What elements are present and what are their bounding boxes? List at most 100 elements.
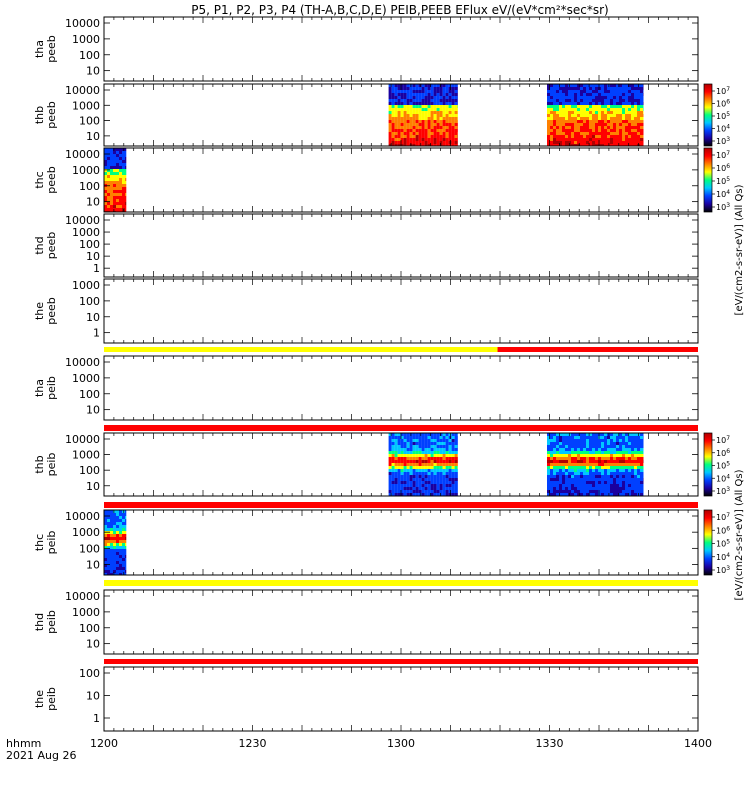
spectrogram-cell <box>634 138 637 141</box>
spectrogram-cell <box>628 442 631 445</box>
spectrogram-cell <box>110 540 113 543</box>
spectrogram-cell <box>391 460 395 463</box>
panel-label-product: peib <box>45 610 58 634</box>
spectrogram-cell <box>568 478 571 481</box>
spectrogram-cell <box>403 451 407 454</box>
spectrogram-cell <box>565 469 568 472</box>
spectrogram-cell <box>580 451 583 454</box>
x-tick-label: 1400 <box>684 737 712 750</box>
spectrogram-cell <box>403 493 407 496</box>
spectrogram-cell <box>412 478 416 481</box>
spectrogram-cell <box>580 117 583 120</box>
spectrogram-cell <box>442 120 446 123</box>
spectrogram-cell <box>616 466 619 469</box>
spectrogram-cell <box>568 454 571 457</box>
spectrogram-cell <box>388 469 392 472</box>
spectrogram-cell <box>625 129 628 132</box>
spectrogram-cell <box>607 90 610 93</box>
spectrogram-cell <box>628 457 631 460</box>
spectrogram-cell <box>634 87 637 90</box>
spectrogram-cell <box>556 472 559 475</box>
spectrogram-cell <box>628 93 631 96</box>
spectrogram-cell <box>125 513 127 516</box>
spectrogram-cell <box>640 144 643 146</box>
spectrogram-cell <box>442 457 446 460</box>
colorbar-tick-exponent: 3 <box>726 136 730 143</box>
spectrogram-cell <box>610 478 613 481</box>
spectrogram-cell <box>643 481 644 484</box>
spectrogram-cell <box>125 208 127 211</box>
spectrogram-cell <box>421 484 425 487</box>
spectrogram-cell <box>574 138 577 141</box>
spectrogram-cell <box>412 99 416 102</box>
spectrogram-cell <box>634 126 637 129</box>
spectrogram-cell <box>427 84 431 87</box>
spectrogram-cell <box>125 543 127 546</box>
spectrogram-cell <box>412 451 416 454</box>
y-tick-label: 10000 <box>65 84 100 97</box>
spectrogram-cell <box>556 433 559 436</box>
spectrogram-cell <box>601 84 604 87</box>
spectrogram-cell <box>391 463 395 466</box>
spectrogram-cell <box>104 552 107 555</box>
spectrogram-cell <box>448 454 452 457</box>
spectrogram-cell <box>640 102 643 105</box>
spectrogram-cell <box>628 445 631 448</box>
panel-frame <box>103 666 699 732</box>
spectrogram-cell <box>577 144 580 146</box>
spectrogram-cell <box>592 96 595 99</box>
spectrogram-cell <box>436 469 440 472</box>
spectrogram-cell <box>598 487 601 490</box>
spectrogram-cell <box>122 184 125 187</box>
spectrogram-cell <box>394 117 398 120</box>
spectrogram-cell <box>427 433 431 436</box>
spectrogram-cell <box>550 439 553 442</box>
spectrogram-cell <box>403 463 407 466</box>
spectrogram-cell <box>104 148 107 151</box>
spectrogram-cell <box>391 442 395 445</box>
spectrogram-cell <box>622 93 625 96</box>
spectrogram-cell <box>427 138 431 141</box>
spectrogram-cell <box>418 102 422 105</box>
spectrogram-cell <box>601 445 604 448</box>
spectrogram-cell <box>116 163 119 166</box>
spectrogram-cell <box>415 493 419 496</box>
spectrogram-cell <box>107 561 110 564</box>
spectrogram-cell <box>613 490 616 493</box>
colorbar-tick-base: 10 <box>716 151 726 160</box>
spectrogram-cell <box>574 451 577 454</box>
spectrogram-cell <box>592 93 595 96</box>
spectrogram-cell <box>391 475 395 478</box>
spectrogram-cell <box>637 132 640 135</box>
spectrogram-cell <box>601 111 604 114</box>
spectrogram-cell <box>421 433 425 436</box>
spectrogram-cell <box>445 84 449 87</box>
spectrogram-cell <box>601 120 604 123</box>
spectrogram-cell <box>565 439 568 442</box>
spectrogram-cell <box>445 126 449 129</box>
spectrogram-cell <box>442 469 446 472</box>
spectrogram-cell <box>433 114 437 117</box>
spectrogram-cell <box>125 151 127 154</box>
spectrogram-cell <box>547 129 550 132</box>
spectrogram-cell <box>116 555 119 558</box>
spectrogram-cell <box>394 460 398 463</box>
spectrogram-cell <box>394 457 398 460</box>
spectrogram-cell <box>586 439 589 442</box>
spectrogram-cell <box>394 442 398 445</box>
spectrogram-cell <box>388 87 392 90</box>
spectrogram-cell <box>559 141 562 144</box>
panel-label: thepeeb <box>33 297 58 325</box>
spectrogram-cell <box>454 466 458 469</box>
spectrogram-cell <box>586 442 589 445</box>
spectrogram-cell <box>565 433 568 436</box>
spectrogram-cell <box>628 487 631 490</box>
spectrogram-cell <box>601 448 604 451</box>
spectrogram-cell <box>433 469 437 472</box>
spectrogram-cell <box>439 466 443 469</box>
colorbar-tick-base: 10 <box>716 177 726 186</box>
spectrogram-cell <box>391 433 395 436</box>
colorbar-tick-label: 107 <box>716 435 730 445</box>
spectrogram-cell <box>559 87 562 90</box>
